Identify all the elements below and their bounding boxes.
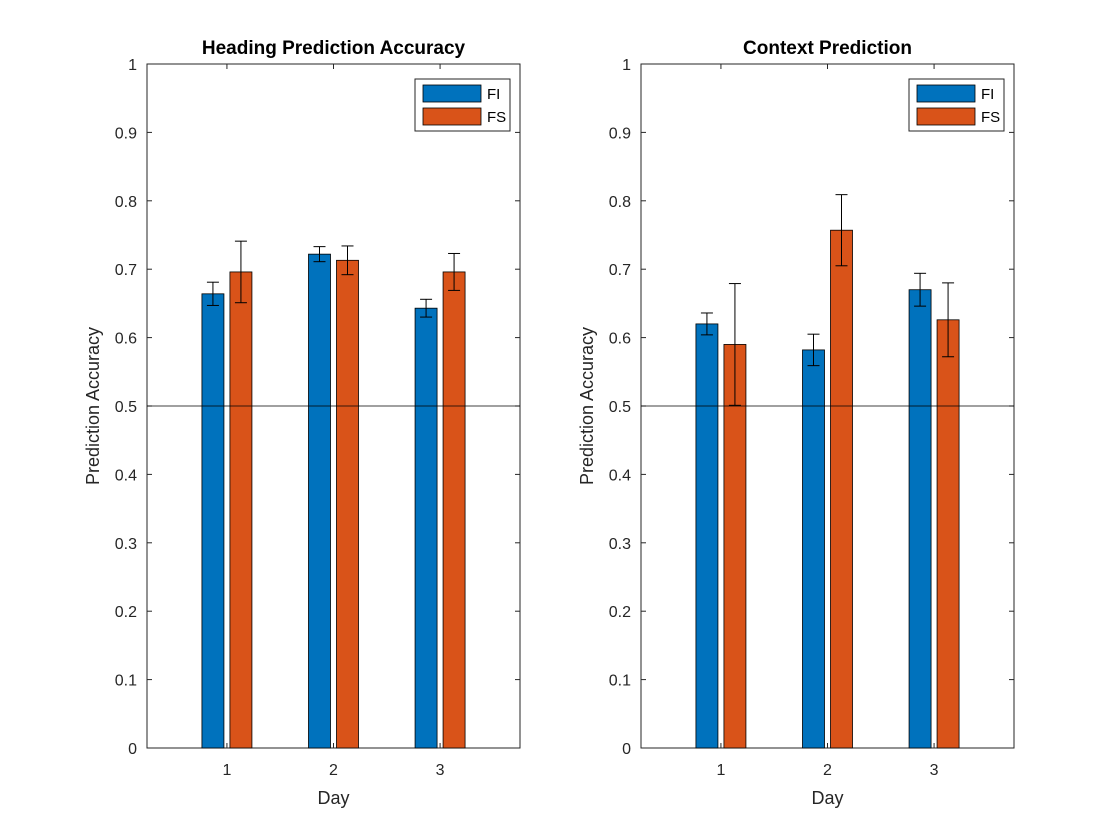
chart-panel-heading: 0 0.1 0.2 0.3 0.4 0.5 0.6 0.7 0.8 0.9 1 1 2 3 Heading …: [83, 38, 521, 808]
bar-fi-day-3: [908, 289, 932, 749]
legend-swatch-fs: [916, 107, 976, 126]
y-tick-label: 1: [622, 57, 631, 74]
y-axis-label: Prediction Accuracy: [577, 327, 597, 485]
chart-title: Context Prediction: [743, 38, 912, 59]
legend-swatch-fi: [916, 84, 976, 103]
y-tick-label: 0.2: [609, 604, 631, 621]
y-tick-label: 0.9: [115, 125, 137, 142]
y-tick-label: 1: [128, 57, 137, 74]
bar-fs-day-3: [936, 319, 960, 749]
y-tick-label: 0.7: [609, 262, 631, 279]
y-tick-label: 0.9: [609, 125, 631, 142]
y-tick-label: 0.3: [115, 536, 137, 553]
bar-fi-day-2: [308, 253, 331, 749]
y-tick-label: 0.4: [115, 467, 137, 484]
y-tick-label: 0.8: [609, 194, 631, 211]
x-tick-label: 1: [222, 762, 231, 779]
y-tick-label: 0.6: [115, 331, 137, 348]
y-tick-label: 0.1: [115, 673, 137, 690]
bar-fi-day-2: [802, 349, 825, 749]
legend-swatch-fi: [422, 84, 482, 103]
bar-fs-day-2: [830, 229, 853, 749]
chart-title: Heading Prediction Accuracy: [202, 38, 466, 59]
y-tick-label: 0.5: [115, 399, 137, 416]
legend-label-fi: FI: [981, 86, 994, 103]
y-tick-label: 0: [128, 741, 137, 758]
x-axis-label: Day: [317, 788, 349, 808]
x-tick-label: 2: [329, 762, 338, 779]
y-tick-label: 0: [622, 741, 631, 758]
y-tick-label: 0.1: [609, 673, 631, 690]
y-tick-label: 0.5: [609, 399, 631, 416]
x-tick-label: 3: [436, 762, 445, 779]
bar-fs-day-2: [336, 259, 359, 749]
bar-fs-day-1: [229, 271, 253, 749]
y-tick-label: 0.8: [115, 194, 137, 211]
x-axis-label: Day: [811, 788, 843, 808]
bar-fi-day-1: [695, 323, 719, 749]
y-tick-label: 0.7: [115, 262, 137, 279]
bar-fi-day-1: [201, 293, 225, 749]
legend-label-fs: FS: [981, 109, 1000, 126]
bar-fi-day-3: [414, 307, 438, 749]
y-tick-label: 0.4: [609, 467, 631, 484]
legend-label-fi: FI: [487, 86, 500, 103]
y-tick-label: 0.2: [115, 604, 137, 621]
y-tick-label: 0.6: [609, 331, 631, 348]
x-tick-label: 2: [823, 762, 832, 779]
legend-label-fs: FS: [487, 109, 506, 126]
y-axis-label: Prediction Accuracy: [83, 327, 103, 485]
x-tick-label: 1: [716, 762, 725, 779]
legend-swatch-fs: [422, 107, 482, 126]
x-tick-label: 3: [930, 762, 939, 779]
chart-panel-context: 0 0.1 0.2 0.3 0.4 0.5 0.6 0.7 0.8 0.9 1 1 2 3 Context …: [577, 38, 1015, 808]
y-tick-label: 0.3: [609, 536, 631, 553]
bar-fs-day-3: [442, 271, 466, 749]
